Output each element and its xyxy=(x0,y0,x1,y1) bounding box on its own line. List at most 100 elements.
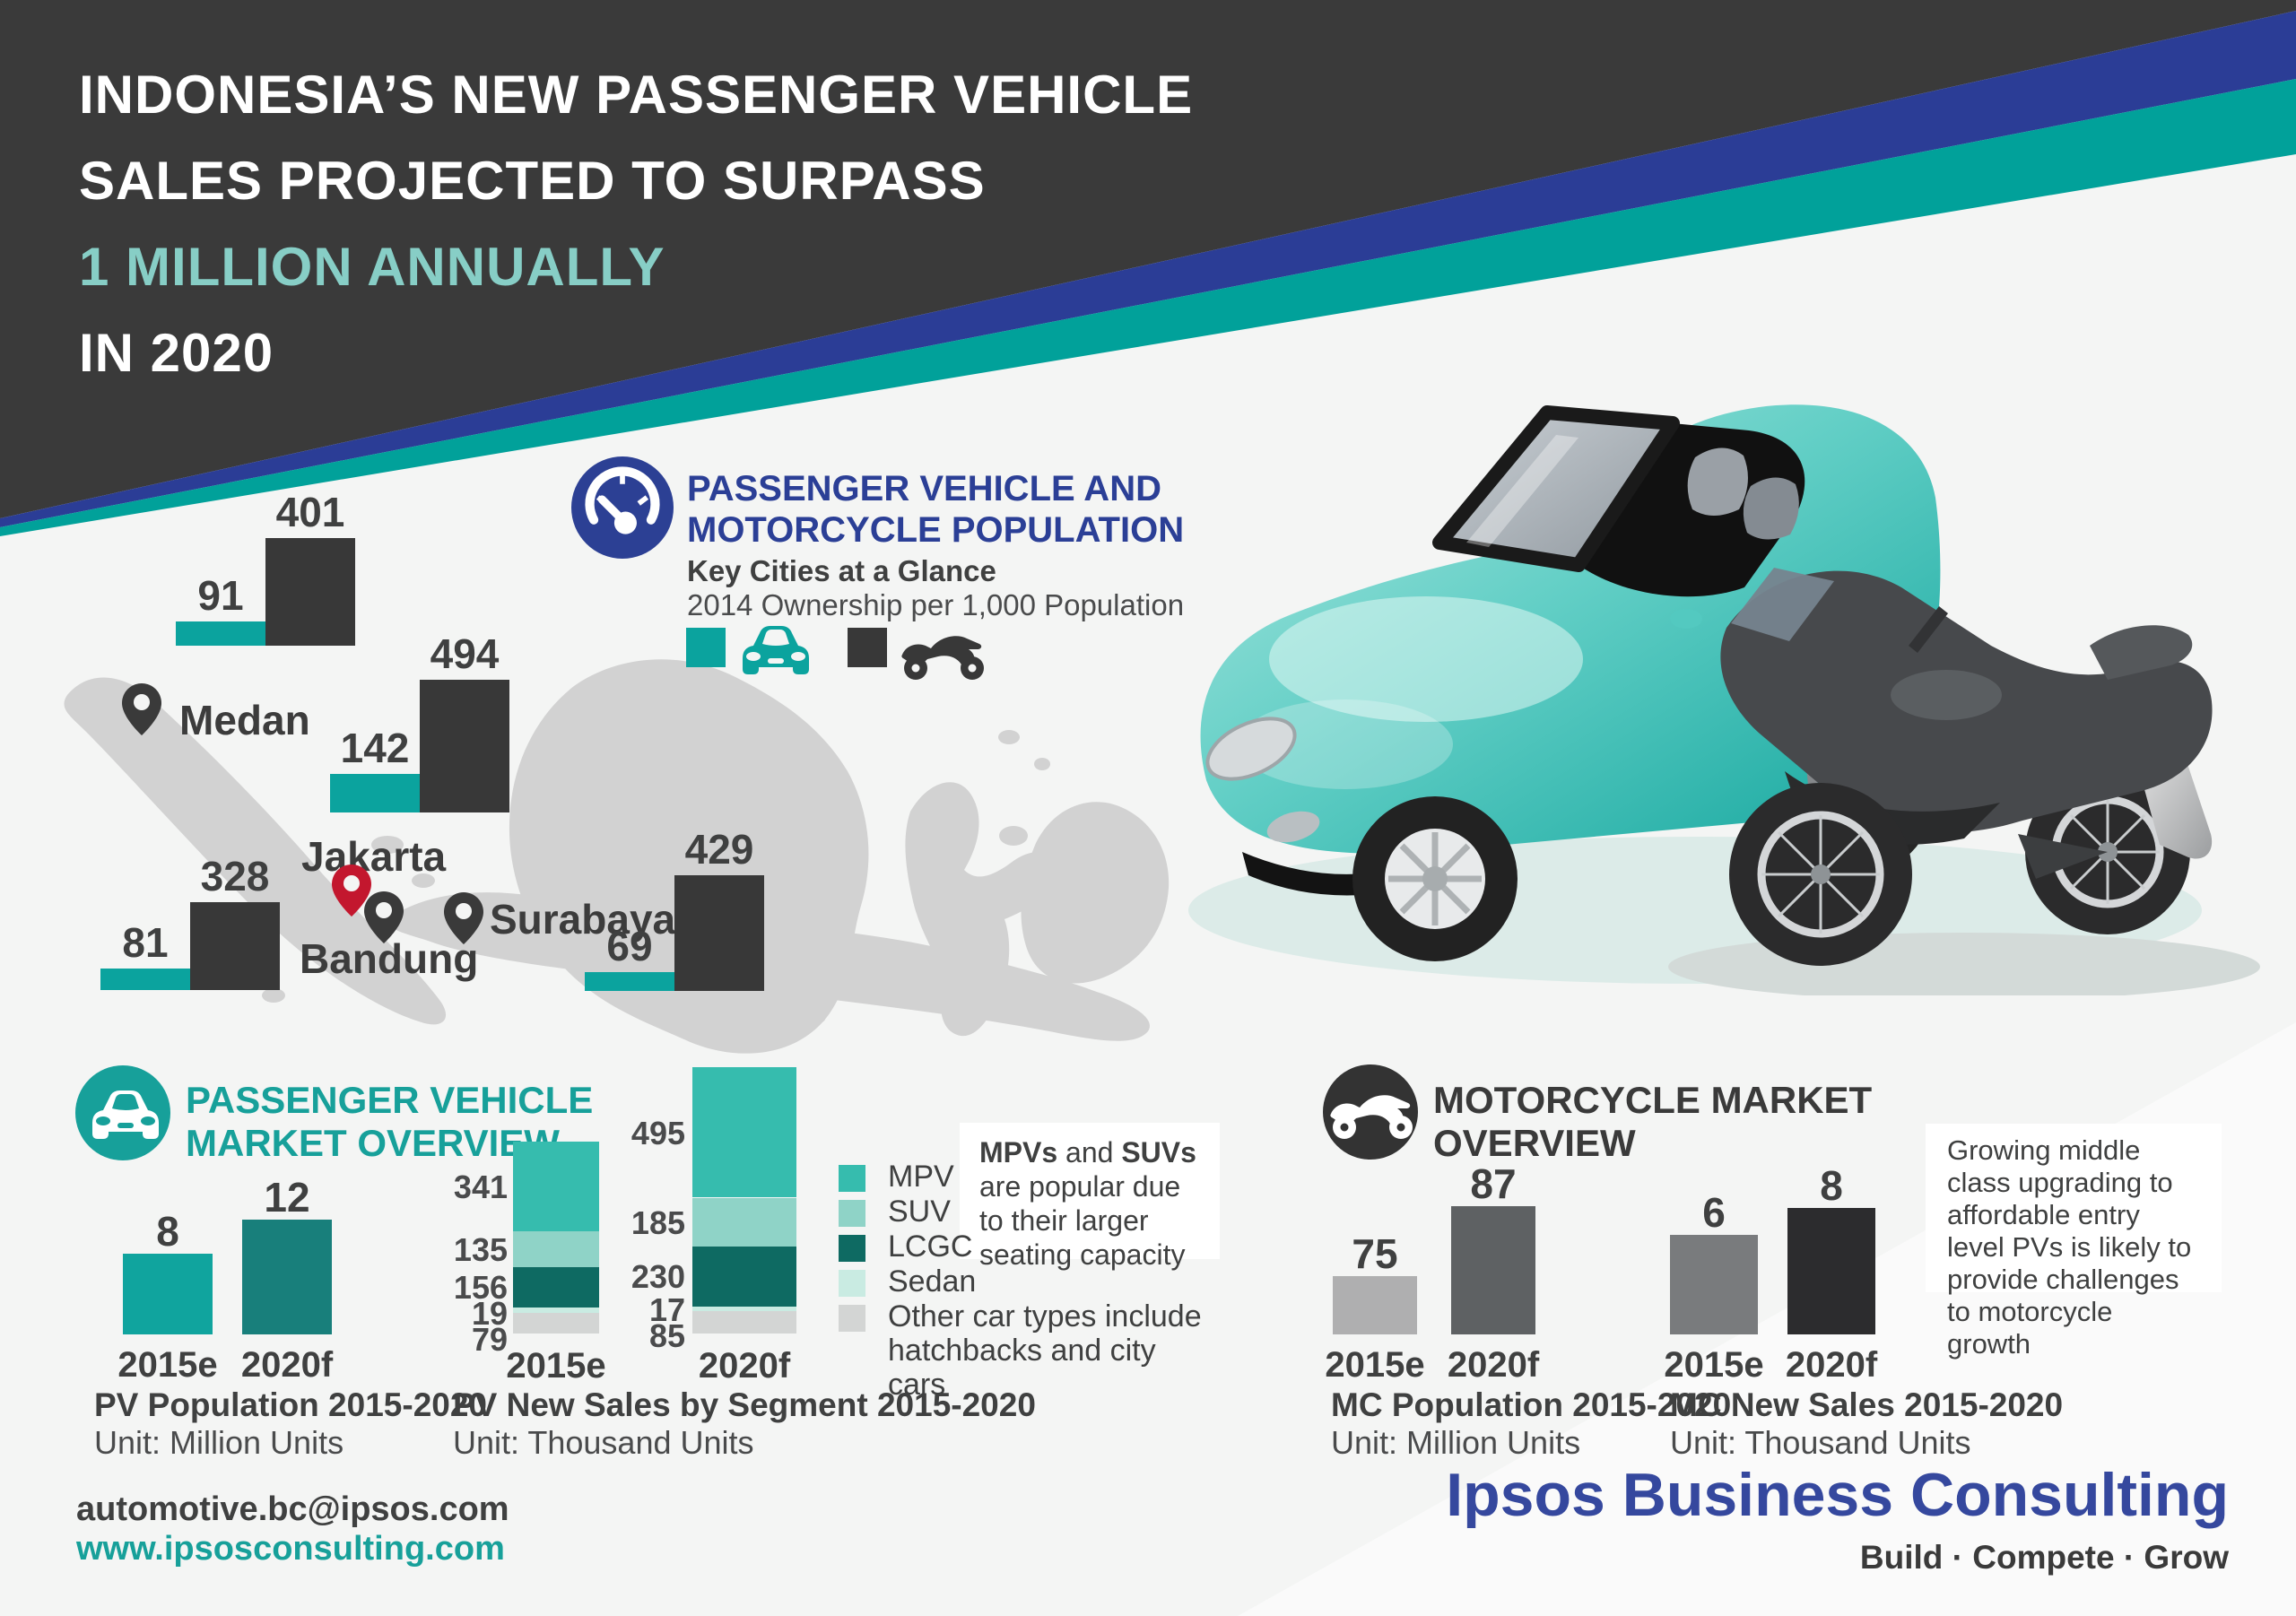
segment-bar-mpv-2020f xyxy=(692,1067,796,1197)
legend-label-suv: SUV xyxy=(888,1195,951,1229)
segment-value-other-2015e: 79 xyxy=(471,1321,508,1358)
motorcycle-icon xyxy=(901,636,984,680)
pv-heading-line1: PASSENGER VEHICLE xyxy=(186,1079,594,1121)
pv_population-category-2020f: 2020f xyxy=(240,1345,334,1385)
legend-swatch-suv xyxy=(839,1200,865,1227)
mc_population-value-2015e: 75 xyxy=(1352,1230,1398,1277)
city-bar-mc-jakarta xyxy=(420,680,509,812)
legend-swatch-lcgc xyxy=(839,1235,865,1262)
ipsos-tagline: Build · Compete · Grow xyxy=(1859,1539,2229,1576)
pv_population-bar-2015e xyxy=(123,1254,213,1334)
city-value-pv-bandung: 81 xyxy=(122,919,169,966)
indonesia-map xyxy=(64,659,1170,1054)
pv_population-bar-2020f xyxy=(242,1220,332,1334)
city-value-mc-surabaya: 429 xyxy=(684,826,754,873)
website-link[interactable]: www.ipsosconsulting.com xyxy=(76,1530,505,1568)
segment-category-2020f: 2020f xyxy=(698,1346,791,1386)
segment-value-other-2020f: 85 xyxy=(648,1317,685,1354)
segment-value-sedan-2015e: 19 xyxy=(471,1295,508,1332)
mc_new_sales-category-2015e: 2015e xyxy=(1664,1345,1764,1385)
bandung-pin-icon xyxy=(364,891,404,943)
segment-category-2015e: 2015e xyxy=(506,1346,606,1386)
headline-line-3: 1 MILLION ANNUALLY xyxy=(79,237,665,297)
mc-population-unit: Unit: Million Units xyxy=(1331,1424,1581,1461)
mc_population-category-2020f: 2020f xyxy=(1447,1345,1540,1385)
city-bar-mc-bandung xyxy=(190,902,280,990)
headline-line-1: INDONESIA’S NEW PASSENGER VEHICLE xyxy=(79,65,1194,125)
segment-value-mpv-2020f: 495 xyxy=(631,1115,685,1151)
legend-swatch-sedan xyxy=(839,1270,865,1297)
city-bar-mc-surabaya xyxy=(674,875,764,991)
pv_population-category-2015e: 2015e xyxy=(117,1345,218,1385)
mc-population-caption: MC Population 2015-2020 xyxy=(1331,1386,1732,1423)
pv-annotation-bold1: MPVs xyxy=(979,1136,1058,1169)
city-value-pv-surabaya: 69 xyxy=(606,923,653,969)
mc-new-sales-unit: Unit: Thousand Units xyxy=(1670,1424,1971,1461)
headline-line-4: IN 2020 xyxy=(79,323,274,383)
segment-bar-suv-2020f xyxy=(692,1198,796,1247)
city-label-jakarta: Jakarta xyxy=(301,833,447,880)
city-value-pv-jakarta: 142 xyxy=(340,725,410,771)
ipsos-logo: Ipsos Business Consulting xyxy=(1446,1461,2229,1529)
city-bar-pv-jakarta xyxy=(330,774,420,812)
city-value-pv-medan: 91 xyxy=(197,572,244,619)
mc_new_sales-category-2020f: 2020f xyxy=(1785,1345,1878,1385)
pv-annotation-bold2: SUVs xyxy=(1121,1136,1196,1169)
mc_new_sales-bar-2015e xyxy=(1670,1235,1758,1334)
surabaya-pin-icon xyxy=(444,892,483,944)
legend-swatch-other xyxy=(839,1305,865,1332)
legend-swatch-mpv xyxy=(839,1165,865,1192)
map-sumatra xyxy=(64,677,447,1025)
pv_population-value-2020f: 12 xyxy=(264,1174,310,1221)
mc_population-value-2020f: 87 xyxy=(1470,1160,1517,1207)
segment-value-mpv-2015e: 341 xyxy=(453,1169,508,1205)
segment-bar-mpv-2015e xyxy=(513,1142,599,1231)
header-dark-wedge xyxy=(0,0,2296,518)
city-bar-mc-medan xyxy=(265,538,355,646)
population-heading-line2: MOTORCYCLE POPULATION xyxy=(687,510,1185,550)
header-blue-stripe xyxy=(0,11,2296,527)
contact-email[interactable]: automotive.bc@ipsos.com xyxy=(76,1490,509,1528)
legend-label-sedan: Sedan xyxy=(888,1264,977,1299)
gauge-icon xyxy=(571,456,674,559)
segment-bar-sedan-2015e xyxy=(513,1308,599,1313)
city-label-surabaya: Surabaya xyxy=(490,896,676,943)
mc-section-motorcycle-icon xyxy=(1323,1064,1418,1160)
car-icon xyxy=(743,626,809,674)
pv-population-unit: Unit: Million Units xyxy=(94,1424,344,1461)
legend-label-lcgc: LCGC xyxy=(888,1229,973,1264)
mc-new-sales-caption: MC New Sales 2015-2020 xyxy=(1670,1386,2064,1423)
pv-section-car-icon xyxy=(75,1065,170,1160)
mc_new_sales-value-2015e: 6 xyxy=(1702,1189,1726,1236)
mc_population-category-2015e: 2015e xyxy=(1325,1345,1425,1385)
mc-annotation-box: Growing middle class upgrading to afford… xyxy=(1926,1124,2222,1360)
key-cities-subheading: Key Cities at a Glance xyxy=(687,554,996,587)
pv-heading-line2: MARKET OVERVIEW xyxy=(186,1122,560,1164)
legend-swatch-motorcycle xyxy=(848,628,887,667)
segment-bar-lcgc-2020f xyxy=(692,1247,796,1307)
city-value-mc-jakarta: 494 xyxy=(430,630,500,677)
segment-value-sedan-2020f: 17 xyxy=(648,1291,685,1328)
pv-segment-caption: PV New Sales by Segment 2015-2020 xyxy=(453,1386,1036,1423)
city-value-mc-medan: 401 xyxy=(275,489,345,535)
map-papua xyxy=(1021,802,1170,984)
pv-annotation-box: MPVs and SUVs are popular due to their l… xyxy=(960,1123,1220,1271)
population-section-heading: PASSENGER VEHICLE AND MOTORCYCLE POPULAT… xyxy=(687,468,1184,551)
mc_population-bar-2020f xyxy=(1451,1206,1535,1334)
legend-swatch-passenger-vehicle xyxy=(686,628,726,667)
segment-bar-sedan-2020f xyxy=(692,1307,796,1311)
city-label-bandung: Bandung xyxy=(300,935,479,982)
segment-value-suv-2015e: 135 xyxy=(453,1231,508,1268)
city-value-mc-bandung: 328 xyxy=(200,853,270,899)
car-and-motorcycle-illustration xyxy=(1188,404,2260,995)
city-bar-pv-surabaya xyxy=(585,972,674,991)
mc_population-bar-2015e xyxy=(1333,1276,1417,1334)
segment-value-lcgc-2020f: 230 xyxy=(631,1258,685,1295)
headline: INDONESIA’S NEW PASSENGER VEHICLE SALES … xyxy=(79,52,1193,396)
header-teal-stripe xyxy=(0,79,2296,536)
pv-section-heading: PASSENGER VEHICLE MARKET OVERVIEW xyxy=(186,1079,593,1165)
city-bar-pv-bandung xyxy=(100,969,190,990)
segment-bar-other-2020f xyxy=(692,1311,796,1334)
teal-convertible-car xyxy=(1200,404,1941,961)
